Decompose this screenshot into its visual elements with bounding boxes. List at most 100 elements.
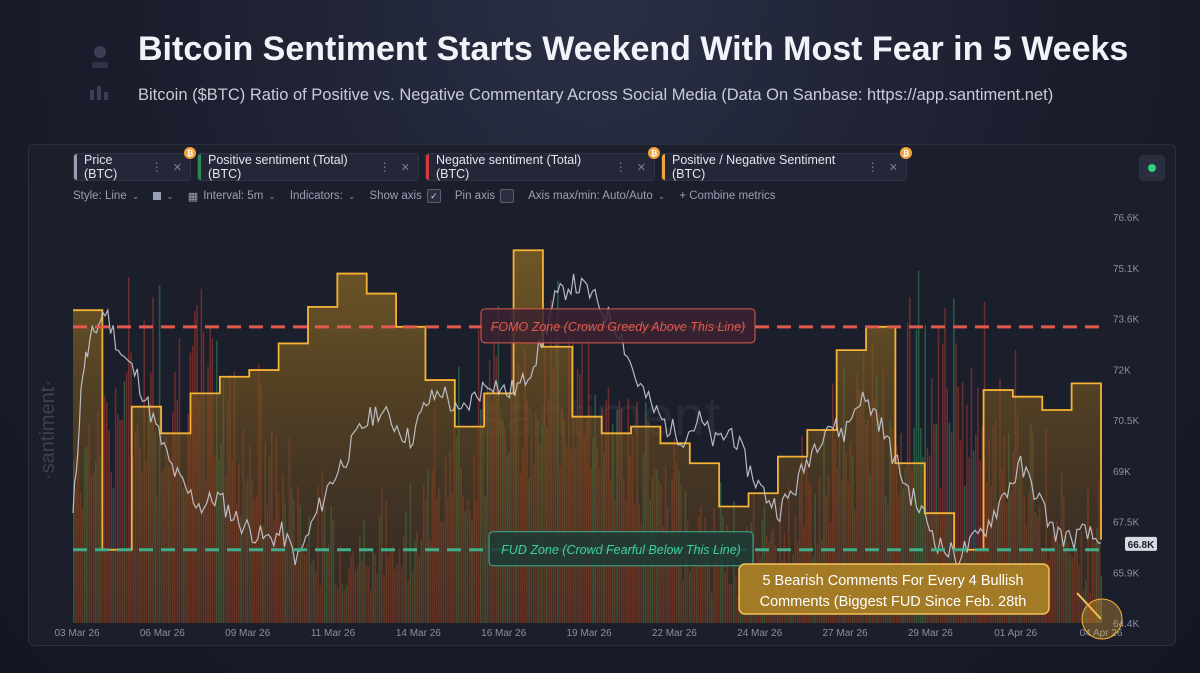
positive-sentiment-bar (123, 381, 126, 623)
positive-sentiment-bar (953, 298, 955, 623)
side-watermark-text: ·santiment· (39, 380, 59, 480)
x-tick-label: 03 Mar 26 (54, 628, 99, 639)
checkbox-checked-icon[interactable]: ✓ (426, 189, 441, 203)
bitcoin-icon: ₿ (900, 147, 912, 159)
bitcoin-icon: ₿ (184, 147, 196, 159)
negative-sentiment-bar (128, 277, 130, 623)
negative-sentiment-bar (110, 471, 112, 623)
metric-tab-price[interactable]: Price (BTC) ⋮ ✕ ₿ (73, 147, 196, 181)
show-axis-toggle[interactable]: Show axis ✓ (369, 189, 441, 203)
y-tick-label: 69K (1113, 467, 1131, 478)
negative-sentiment-bar (979, 460, 981, 623)
combine-metrics-label: + Combine metrics (679, 190, 776, 202)
checkbox-unchecked-icon[interactable]: ✓ (500, 189, 515, 203)
fud-callout: 5 Bearish Comments For Every 4 Bullish C… (738, 563, 1123, 640)
calendar-icon: ▦ (187, 190, 199, 203)
interval-dropdown[interactable]: ▦ Interval: 5m ⌄ (188, 190, 276, 203)
chevron-down-icon: ⌄ (657, 190, 666, 201)
pin-axis-toggle[interactable]: Pin axis ✓ (454, 189, 515, 203)
interval-label: Interval: 5m (203, 190, 264, 202)
negative-sentiment-bar (975, 434, 977, 623)
fomo-zone-label: FOMO Zone (Crowd Greedy Above This Line) (480, 308, 756, 344)
combine-metrics-button[interactable]: + Combine metrics (679, 190, 775, 202)
negative-sentiment-bar (957, 386, 959, 623)
metric-tab-label: Positive / Negative Sentiment (BTC) (672, 153, 836, 181)
page-subtitle: Bitcoin ($BTC) Ratio of Positive vs. Neg… (138, 86, 1054, 104)
indicators-label: Indicators: (289, 190, 343, 202)
callout-line-1: 5 Bearish Comments For Every 4 Bullish (762, 573, 1023, 589)
metric-tab-label: Positive sentiment (Total) (BTC) (208, 153, 348, 181)
highlight-circle (1081, 598, 1123, 640)
x-tick-label: 01 Apr 26 (994, 628, 1037, 639)
negative-sentiment-bar (977, 387, 979, 623)
positive-sentiment-bar (917, 270, 920, 623)
more-icon[interactable]: ⋮ (866, 160, 879, 174)
fud-zone-text: FUD Zone (Crowd Fearful Below This Line) (501, 543, 741, 557)
negative-sentiment-bar (959, 440, 962, 623)
negative-sentiment-bar (961, 382, 964, 623)
indicators-dropdown[interactable]: Indicators: ⌄ (290, 190, 356, 202)
more-icon[interactable]: ⋮ (378, 160, 391, 174)
y-tick-label: 70.5K (1113, 416, 1139, 427)
fud-zone-label: FUD Zone (Crowd Fearful Below This Line) (488, 531, 754, 567)
negative-sentiment-bar (106, 401, 108, 623)
close-icon[interactable]: ✕ (636, 161, 646, 174)
chart-panel: Price (BTC) ⋮ ✕ ₿ Positive sentiment (To… (28, 144, 1176, 646)
chevron-down-icon: ⌄ (131, 190, 140, 201)
chevron-down-icon: ⌄ (347, 190, 356, 201)
negative-sentiment-bar (108, 430, 110, 623)
more-icon[interactable]: ⋮ (150, 160, 163, 174)
x-tick-label: 22 Mar 26 (652, 628, 697, 639)
close-icon[interactable]: ✕ (888, 161, 898, 174)
metric-color-bar (198, 154, 201, 180)
ratio-area-fill (73, 250, 1101, 623)
metric-tab-label: Price (BTC) (84, 153, 118, 181)
negative-sentiment-bar (966, 404, 968, 623)
side-watermark-logo: ·santiment· (39, 380, 59, 480)
style-label: Style: Line (73, 190, 127, 202)
metric-tab-negative-sentiment[interactable]: Negative sentiment (Total) (BTC) ⋮ ✕ ₿ (425, 147, 660, 181)
show-axis-label: Show axis (369, 190, 422, 202)
chart-toolbar: Style: Line ⌄ ⌄ ▦ Interval: 5m ⌄ Indicators… (73, 189, 776, 203)
x-tick-label: 06 Mar 26 (140, 628, 185, 639)
x-tick-label: 14 Mar 26 (396, 628, 441, 639)
live-status-button[interactable] (1139, 155, 1165, 181)
negative-sentiment-bar (103, 395, 106, 623)
negative-sentiment-bar (970, 367, 973, 623)
negative-sentiment-bar (125, 372, 128, 623)
fomo-zone-text: FOMO Zone (Crowd Greedy Above This Line) (491, 320, 746, 334)
x-tick-label: 04 Apr 26 (1080, 628, 1123, 639)
page-title: Bitcoin Sentiment Starts Weekend With Mo… (138, 30, 1129, 68)
y-tick-label: 73.6K (1113, 315, 1139, 326)
metric-color-bar (426, 154, 429, 180)
close-icon[interactable]: ✕ (172, 161, 182, 174)
metric-tab-ratio[interactable]: Positive / Negative Sentiment (BTC) ⋮ ✕ … (661, 147, 912, 181)
x-tick-label: 29 Mar 26 (908, 628, 953, 639)
metric-tab-positive-sentiment[interactable]: Positive sentiment (Total) (BTC) ⋮ ✕ (197, 153, 419, 181)
negative-sentiment-bar (121, 419, 123, 623)
chevron-down-icon: ⌄ (166, 190, 174, 201)
negative-sentiment-bar (909, 296, 911, 623)
axis-maxmin-dropdown[interactable]: Axis max/min: Auto/Auto ⌄ (528, 190, 665, 202)
more-icon[interactable]: ⋮ (614, 160, 627, 174)
color-swatch-icon (153, 192, 162, 200)
style-dropdown[interactable]: Style: Line ⌄ (73, 190, 139, 202)
axis-maxmin-label: Axis max/min: Auto/Auto (528, 190, 653, 202)
x-tick-label: 16 Mar 26 (481, 628, 526, 639)
sentiment-chart[interactable]: santiment 76.6K75.1K73.6K72K70.5K69K67.5… (29, 145, 1175, 645)
callout-arrow (1076, 592, 1102, 620)
negative-sentiment-bar (931, 378, 933, 623)
x-tick-label: 19 Mar 26 (566, 628, 611, 639)
negative-sentiment-bar (937, 326, 940, 623)
pin-axis-label: Pin axis (454, 190, 496, 202)
callout-line-2: Comments (Biggest FUD Since Feb. 28th (760, 594, 1027, 610)
negative-sentiment-bar (946, 387, 948, 623)
x-tick-label: 09 Mar 26 (225, 628, 270, 639)
negative-sentiment-bar (944, 308, 946, 623)
x-tick-label: 27 Mar 26 (822, 628, 867, 639)
color-dropdown[interactable]: ⌄ (153, 191, 174, 202)
negative-sentiment-bar (942, 344, 944, 623)
close-icon[interactable]: ✕ (400, 161, 410, 174)
positive-sentiment-bar (972, 450, 975, 623)
y-tick-label: 76.6K (1113, 213, 1139, 224)
